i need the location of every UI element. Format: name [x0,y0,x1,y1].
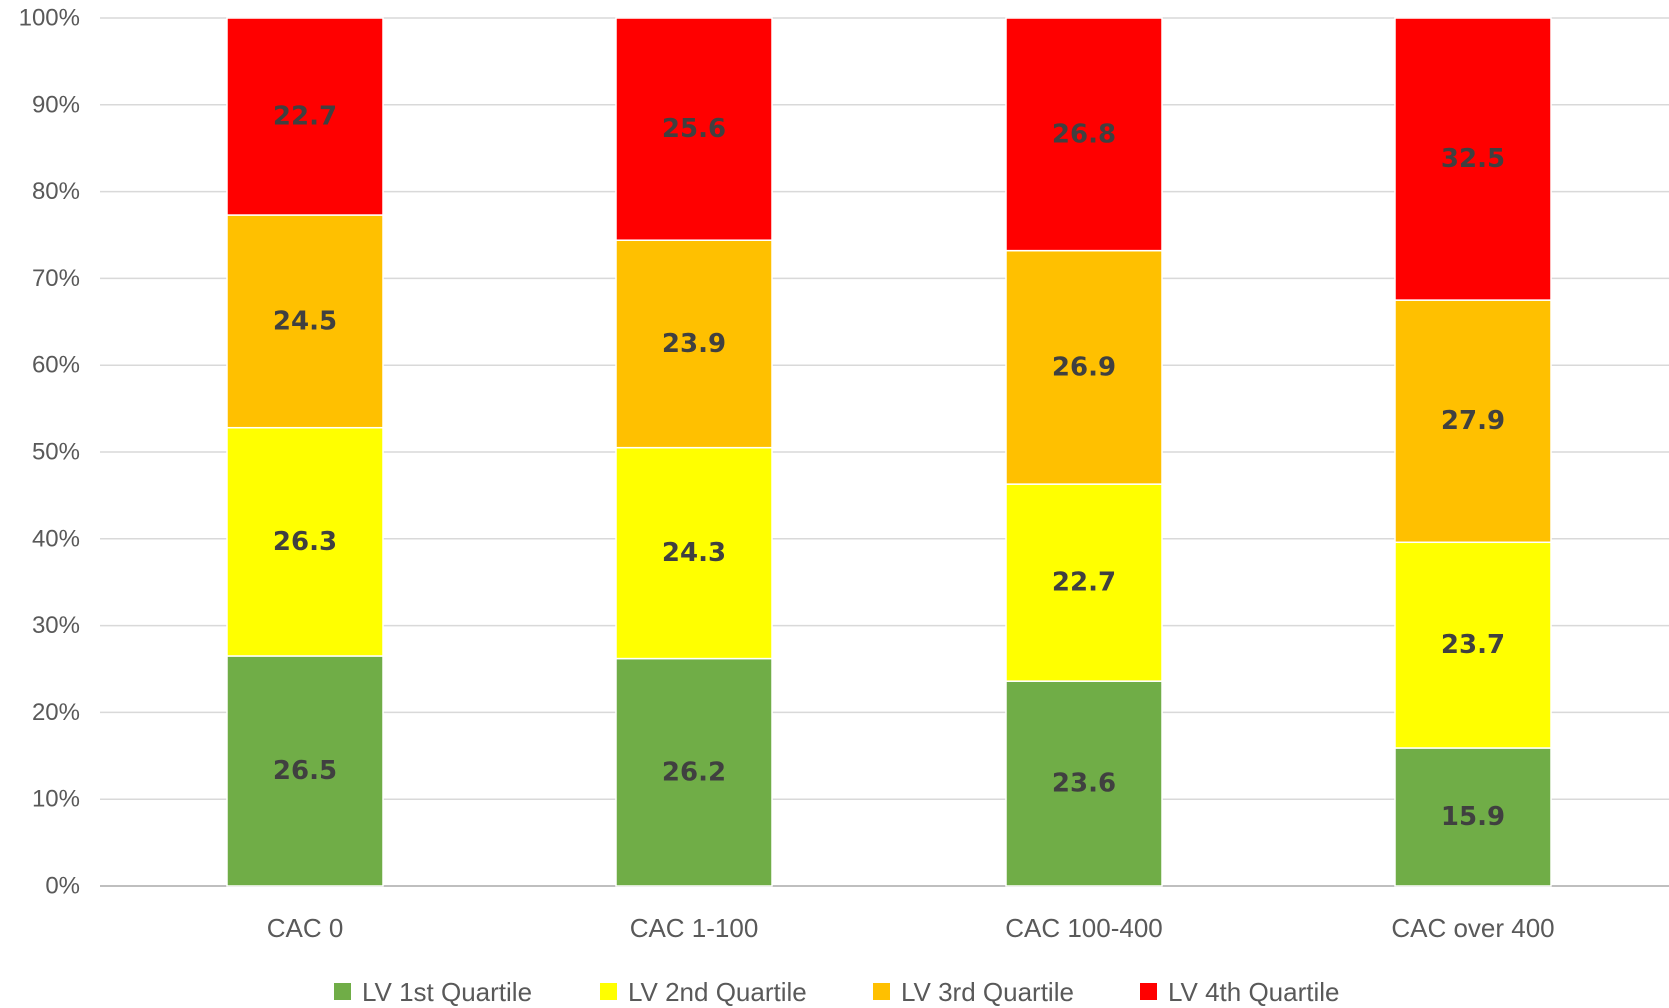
bar-segment [615,657,773,887]
legend-label: LV 2nd Quartile [628,977,807,1007]
bar-segment [1005,680,1163,887]
y-tick-label: 10% [32,786,80,813]
y-tick-label: 50% [32,439,80,466]
legend-swatch [600,983,617,1000]
bars [226,17,1552,887]
data-label: 26.9 [1052,352,1116,382]
legend-label: LV 3rd Quartile [901,977,1074,1007]
bar-segment [1394,747,1552,887]
y-tick-label: 60% [32,352,80,379]
x-axis-category-labels: CAC 0 CAC 1-100 CAC 100-400 CAC over 400 [267,913,1555,943]
y-tick-label: 30% [32,612,80,639]
legend: LV 1st Quartile LV 2nd Quartile LV 3rd Qua… [334,977,1340,1007]
bar-segment [226,655,384,887]
bar-segment [226,17,384,216]
bar-segment [1005,249,1163,485]
x-category-label: CAC over 400 [1391,913,1554,943]
bar-segment [615,17,773,241]
bar-segment [1394,17,1552,301]
data-label: 26.2 [662,757,726,787]
legend-label: LV 4th Quartile [1168,977,1340,1007]
bar-segment [226,426,384,657]
data-label: 23.7 [1441,630,1505,660]
x-category-label: CAC 0 [267,913,344,943]
y-tick-label: 20% [32,699,80,726]
y-tick-label: 0% [45,873,80,900]
data-label: 22.7 [1052,568,1116,598]
data-label: 22.7 [273,102,337,132]
bar-segment [1005,483,1163,682]
y-tick-label: 100% [19,5,80,32]
legend-label: LV 1st Quartile [362,977,532,1007]
data-label: 23.6 [1052,769,1116,799]
data-label: 26.3 [273,527,337,557]
legend-swatch [873,983,890,1000]
bar-segment [226,214,384,429]
y-tick-label: 90% [32,91,80,118]
data-label: 23.9 [662,329,726,359]
y-axis-tick-labels: 0% 10% 20% 30% 40% 50% 60% 70% 80% 90% 100% [19,5,80,900]
data-label: 15.9 [1441,802,1505,832]
data-label: 27.9 [1441,406,1505,436]
data-labels: 26.5 26.3 24.5 22.7 26.2 24.3 23.9 25.6 23.6 22.7… [273,102,1505,832]
bar-segment [615,239,773,449]
data-label: 26.8 [1052,119,1116,149]
data-label: 25.6 [662,114,726,144]
y-tick-label: 80% [32,178,80,205]
legend-swatch [1140,983,1157,1000]
bar-segment [1005,17,1163,252]
data-label: 24.3 [662,538,726,568]
y-tick-label: 40% [32,525,80,552]
data-label: 24.5 [273,306,337,336]
legend-swatch [334,983,351,1000]
y-tick-label: 70% [32,265,80,292]
x-category-label: CAC 100-400 [1005,913,1163,943]
bar-segment [1394,299,1552,544]
data-label: 26.5 [273,756,337,786]
data-label: 32.5 [1441,144,1505,174]
bar-segment [615,446,773,660]
x-category-label: CAC 1-100 [630,913,759,943]
